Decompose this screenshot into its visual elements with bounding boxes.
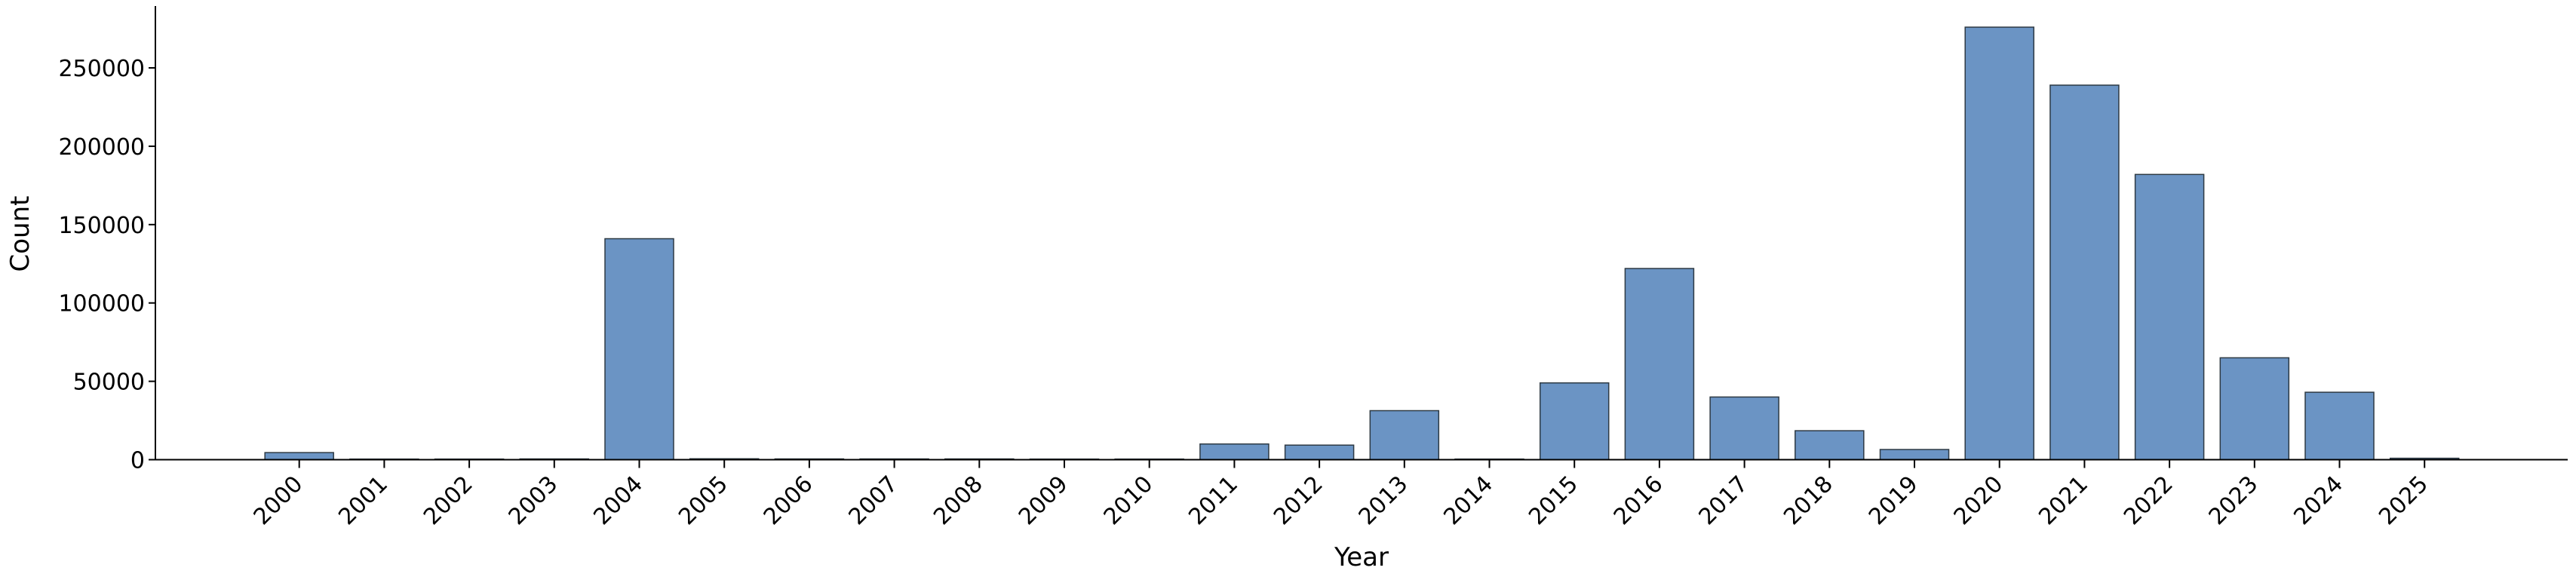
bar-2024 [2304, 391, 2375, 461]
y-tick-label-150000: 150000 [58, 213, 145, 239]
y-tick-label-0: 0 [130, 448, 145, 474]
x-axis-label: Year [1334, 542, 1389, 572]
x-tick-label-2003: 2003 [504, 471, 563, 530]
x-tick-label-2017: 2017 [1694, 471, 1754, 530]
x-tick-label-2005: 2005 [674, 471, 733, 530]
bar-2018 [1795, 430, 1865, 461]
y-tick-label-100000: 100000 [58, 291, 145, 318]
x-tick-label-2006: 2006 [759, 471, 818, 530]
x-tick-label-2024: 2024 [2289, 471, 2348, 530]
x-tick-label-2014: 2014 [1438, 471, 1498, 530]
y-tick-label-250000: 250000 [58, 56, 145, 82]
bar-2020 [1964, 26, 2034, 461]
bar-2019 [1879, 449, 1950, 461]
x-tick-label-2011: 2011 [1184, 471, 1243, 530]
bar-2017 [1709, 396, 1779, 461]
axes-layer [155, 6, 2568, 461]
x-tick-label-2016: 2016 [1609, 471, 1669, 530]
bar-2004 [604, 238, 674, 461]
bar-2013 [1369, 410, 1440, 461]
x-tick-label-2004: 2004 [588, 471, 648, 530]
bar-2016 [1624, 268, 1695, 461]
x-tick-label-2007: 2007 [844, 471, 904, 530]
y-tick-label-50000: 50000 [73, 370, 145, 396]
x-tick-label-2022: 2022 [2119, 471, 2178, 530]
x-tick-label-2010: 2010 [1099, 471, 1159, 530]
bar-2000 [264, 452, 334, 461]
bar-2011 [1199, 443, 1270, 461]
x-tick-label-2000: 2000 [249, 471, 309, 530]
bar-2015 [1539, 382, 1610, 461]
x-tick-label-2009: 2009 [1014, 471, 1073, 530]
x-tick-label-2008: 2008 [929, 471, 988, 530]
x-tick-label-2018: 2018 [1779, 471, 1838, 530]
x-tick-label-2013: 2013 [1354, 471, 1414, 530]
x-tick-label-2019: 2019 [1864, 471, 1924, 530]
x-tick-label-2023: 2023 [2204, 471, 2264, 530]
bar-2012 [1284, 444, 1355, 461]
x-tick-label-2015: 2015 [1524, 471, 1583, 530]
y-axis-label: Count [5, 196, 35, 272]
x-tick-label-2025: 2025 [2374, 471, 2433, 530]
bar-2023 [2219, 357, 2290, 461]
y-tick-label-200000: 200000 [58, 134, 145, 161]
x-tick-label-2020: 2020 [1949, 471, 2009, 530]
x-tick-label-2021: 2021 [2034, 471, 2093, 530]
bars-layer [264, 26, 2460, 461]
x-tick-label-2001: 2001 [333, 471, 393, 530]
x-tick-label-2012: 2012 [1269, 471, 1328, 530]
bar-2022 [2134, 173, 2205, 461]
x-tick-label-2002: 2002 [419, 471, 478, 530]
bar-2021 [2049, 84, 2120, 461]
